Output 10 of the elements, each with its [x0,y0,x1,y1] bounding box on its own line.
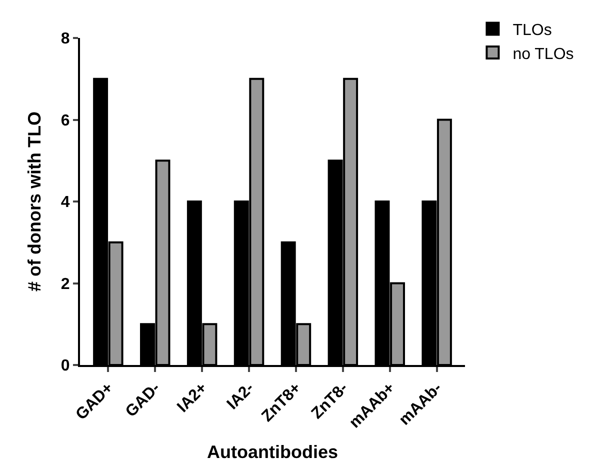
y-tick-label: 6 [60,112,70,130]
legend-label: no TLOs [512,46,574,63]
y-tick-label: 0 [60,358,70,375]
y-tick-label: 2 [60,276,70,293]
x-tick-label: IA2- [224,380,258,414]
legend-label: TLOs [512,22,552,39]
y-tick-label: 8 [60,30,70,48]
x-axis-title: Autoantibodies [207,442,338,462]
y-tick-label: 4 [60,194,70,212]
y-axis-title: # of donors with TLO [24,112,45,292]
